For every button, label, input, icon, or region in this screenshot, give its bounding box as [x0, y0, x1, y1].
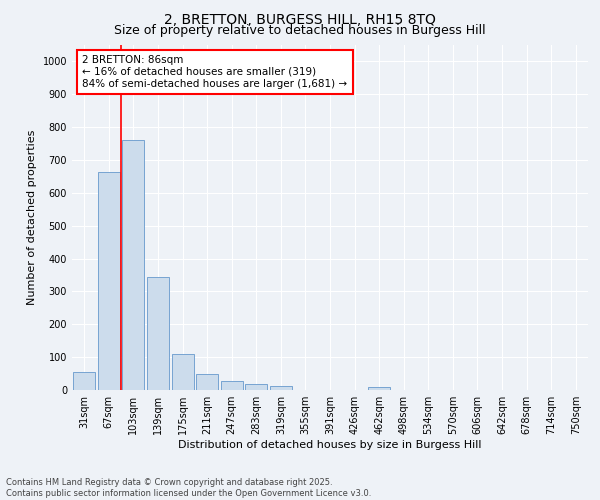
Text: 2, BRETTON, BURGESS HILL, RH15 8TQ: 2, BRETTON, BURGESS HILL, RH15 8TQ	[164, 12, 436, 26]
Bar	[73, 372, 95, 390]
Bar	[245, 384, 268, 390]
Text: Contains HM Land Registry data © Crown copyright and database right 2025.
Contai: Contains HM Land Registry data © Crown c…	[6, 478, 371, 498]
Bar	[270, 386, 292, 390]
Bar	[98, 172, 120, 390]
Bar	[196, 374, 218, 390]
Text: 2 BRETTON: 86sqm
← 16% of detached houses are smaller (319)
84% of semi-detached: 2 BRETTON: 86sqm ← 16% of detached house…	[82, 56, 347, 88]
Text: Size of property relative to detached houses in Burgess Hill: Size of property relative to detached ho…	[114, 24, 486, 37]
X-axis label: Distribution of detached houses by size in Burgess Hill: Distribution of detached houses by size …	[178, 440, 482, 450]
Bar	[147, 276, 169, 390]
Bar	[122, 140, 145, 390]
Bar	[368, 388, 390, 390]
Y-axis label: Number of detached properties: Number of detached properties	[27, 130, 37, 305]
Bar	[172, 354, 194, 390]
Bar	[221, 381, 243, 390]
